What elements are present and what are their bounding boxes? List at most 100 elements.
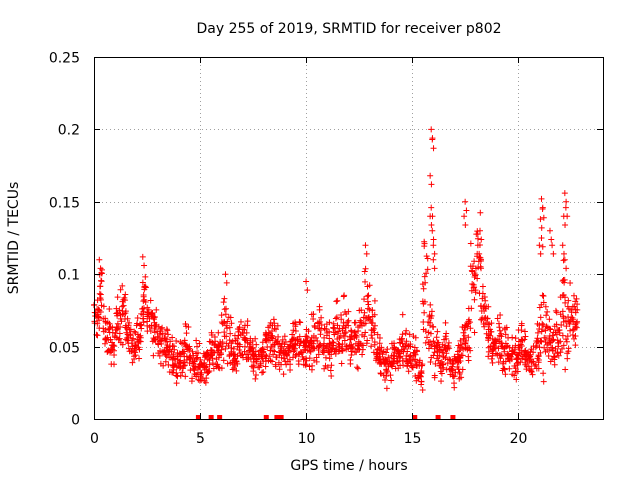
data-point-peak xyxy=(463,207,470,214)
data-point xyxy=(224,360,231,367)
data-point xyxy=(404,348,411,355)
data-point-peak xyxy=(97,265,104,272)
data-point xyxy=(150,352,157,359)
data-point-peak xyxy=(427,172,434,179)
data-point xyxy=(569,331,576,338)
data-point xyxy=(499,343,506,350)
data-point xyxy=(560,342,567,349)
data-point xyxy=(343,311,350,318)
data-point xyxy=(489,335,496,342)
data-point xyxy=(436,352,443,359)
data-point xyxy=(94,311,101,318)
data-point xyxy=(421,309,428,316)
data-point xyxy=(391,340,398,347)
data-point xyxy=(502,331,509,338)
data-point xyxy=(351,349,358,356)
data-point xyxy=(134,336,141,343)
data-point xyxy=(236,347,243,354)
data-point xyxy=(141,296,148,303)
data-point xyxy=(399,331,406,338)
data-point xyxy=(521,336,528,343)
data-point xyxy=(281,333,288,340)
data-point xyxy=(271,320,278,327)
data-point xyxy=(472,289,479,296)
data-point xyxy=(393,359,400,366)
data-point xyxy=(318,314,325,321)
data-point xyxy=(362,315,369,322)
zero-value-marker xyxy=(195,415,201,420)
data-point xyxy=(169,334,176,341)
data-point xyxy=(522,333,529,340)
data-point xyxy=(494,336,501,343)
data-point xyxy=(182,373,189,380)
data-point xyxy=(542,327,549,334)
data-point xyxy=(212,340,219,347)
data-point xyxy=(342,329,349,336)
data-point xyxy=(477,258,484,265)
data-point xyxy=(409,364,416,371)
data-point xyxy=(427,339,434,346)
y-tick-label: 0.25 xyxy=(49,51,80,67)
data-point xyxy=(364,337,371,344)
data-point xyxy=(419,386,426,393)
data-point xyxy=(117,286,124,293)
data-point xyxy=(162,335,169,342)
data-point xyxy=(365,292,372,299)
data-point xyxy=(250,368,257,375)
data-point xyxy=(505,352,512,359)
data-point xyxy=(515,338,522,345)
data-point xyxy=(266,322,273,329)
data-point-peak xyxy=(428,221,435,228)
data-point-peak xyxy=(549,242,556,249)
data-point xyxy=(340,332,347,339)
data-point xyxy=(230,365,237,372)
data-point xyxy=(213,361,220,368)
data-point xyxy=(114,312,121,319)
data-point xyxy=(271,348,278,355)
data-point xyxy=(332,315,339,322)
data-point xyxy=(309,362,316,369)
data-point xyxy=(324,364,331,371)
data-point xyxy=(272,326,279,333)
data-point xyxy=(399,311,406,318)
data-point-peak xyxy=(303,278,310,285)
data-point xyxy=(124,315,131,322)
data-point xyxy=(209,360,216,367)
data-point xyxy=(543,323,550,330)
data-point xyxy=(321,365,328,372)
data-point xyxy=(137,332,144,339)
data-point xyxy=(184,344,191,351)
data-point xyxy=(116,335,123,342)
data-point xyxy=(567,327,574,334)
data-point xyxy=(181,353,188,360)
data-point xyxy=(347,356,354,363)
data-point xyxy=(489,352,496,359)
data-point xyxy=(328,362,335,369)
data-point xyxy=(98,302,105,309)
data-point-peak xyxy=(536,242,543,249)
data-point xyxy=(501,348,508,355)
data-point xyxy=(488,355,495,362)
data-point xyxy=(113,334,120,341)
data-point xyxy=(457,357,464,364)
data-point xyxy=(368,343,375,350)
data-point xyxy=(139,279,146,286)
data-point-peak xyxy=(563,265,570,272)
data-point xyxy=(406,331,413,338)
data-point xyxy=(536,344,543,351)
data-point xyxy=(303,355,310,362)
data-point-peak xyxy=(363,250,370,257)
data-point xyxy=(419,298,426,305)
zero-value-marker xyxy=(412,415,418,420)
data-point-peak xyxy=(222,271,229,278)
data-point xyxy=(425,329,432,336)
data-point xyxy=(525,363,532,370)
data-point xyxy=(514,355,521,362)
data-point xyxy=(311,322,318,329)
data-point xyxy=(179,369,186,376)
data-point xyxy=(132,341,139,348)
data-point xyxy=(330,339,337,346)
data-point xyxy=(540,378,547,385)
data-point xyxy=(364,293,371,300)
data-point xyxy=(376,340,383,347)
